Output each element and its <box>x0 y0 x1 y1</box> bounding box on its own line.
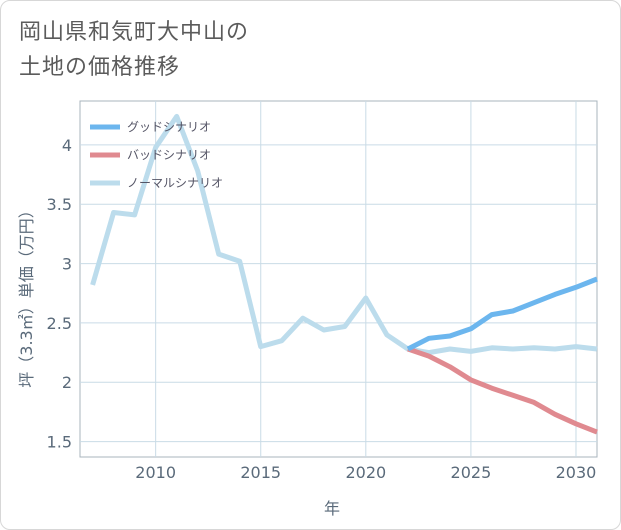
x-tick-label: 2010 <box>135 463 176 482</box>
y-tick-label: 1.5 <box>47 433 72 452</box>
chart-title-line-2: 土地の価格推移 <box>19 55 181 80</box>
x-tick-label: 2015 <box>240 463 281 482</box>
x-tick-label: 2020 <box>345 463 386 482</box>
series-line-1 <box>407 346 598 435</box>
series-line-0 <box>406 276 598 352</box>
y-tick-label: 3.5 <box>47 195 72 214</box>
y-tick-label: 2.5 <box>47 314 72 333</box>
series-lines <box>90 113 598 435</box>
gridlines <box>80 101 597 457</box>
x-tick-labels: 2010 2015 2020 2025 2030 <box>135 463 596 482</box>
y-axis-label: 坪（3.3㎡）単価（万円） <box>17 202 36 387</box>
x-tick-label: 2025 <box>451 463 492 482</box>
x-axis-label: 年 <box>324 499 340 518</box>
y-tick-label: 4 <box>62 136 72 155</box>
chart-title-line-1: 岡山県和気町大中山の <box>19 20 250 45</box>
x-tick-label: 2030 <box>556 463 597 482</box>
y-tick-labels: 1.5 2 2.5 3 3.5 4 <box>47 136 72 452</box>
legend-label: バッドシナリオ <box>127 148 211 162</box>
legend-label: ノーマルシナリオ <box>127 176 223 190</box>
series-line-2 <box>90 113 598 356</box>
y-tick-label: 3 <box>62 255 72 274</box>
legend-label: グッドシナリオ <box>127 120 211 134</box>
chart-title: 岡山県和気町大中山の 土地の価格推移 <box>19 15 319 85</box>
y-tick-label: 2 <box>62 373 72 392</box>
